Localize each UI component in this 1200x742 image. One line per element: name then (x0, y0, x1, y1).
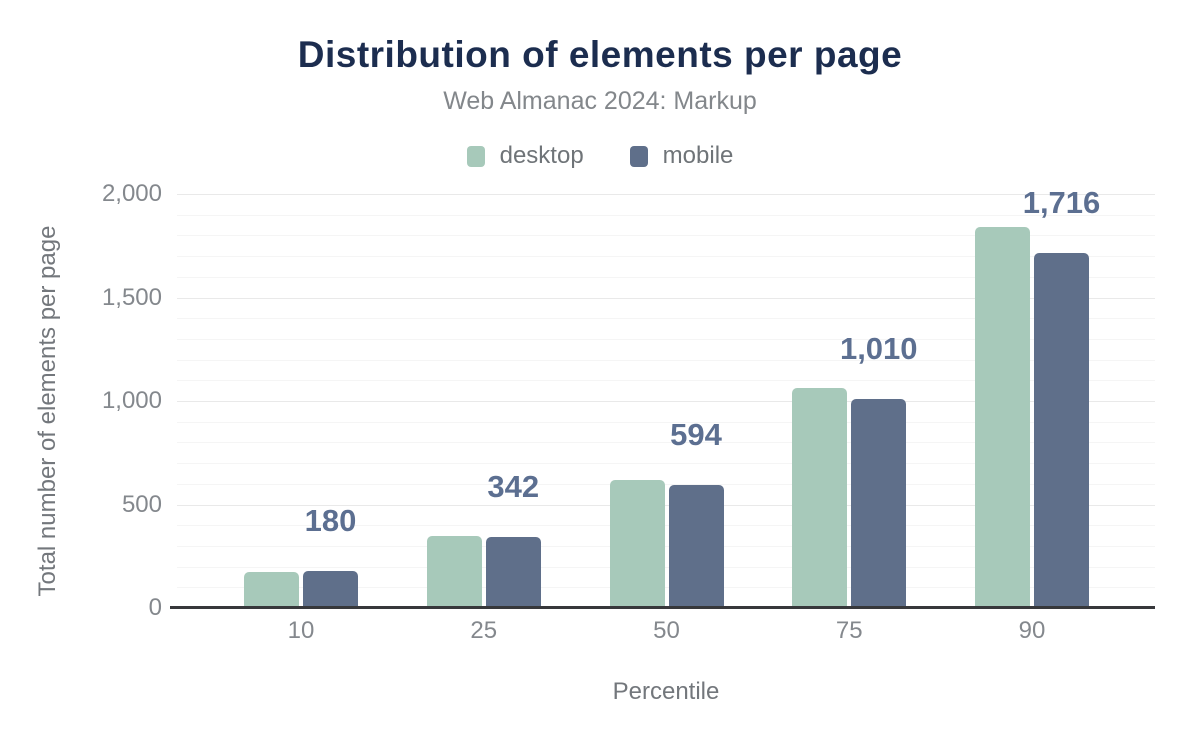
chart-title: Distribution of elements per page (297, 34, 903, 75)
legend-item-desktop: desktop (466, 142, 584, 170)
minor-gridline (177, 235, 1155, 237)
value-label: 342 (487, 469, 540, 505)
y-tick-label: 500 (121, 490, 162, 518)
bar-mobile-p90 (1034, 252, 1089, 608)
bar-desktop-p50 (609, 480, 665, 608)
y-tick-label: 1,500 (101, 283, 162, 311)
bar-desktop-p10 (244, 571, 299, 608)
legend-label-desktop: desktop (499, 142, 584, 169)
x-axis-line (170, 606, 1155, 609)
minor-gridline (177, 359, 1155, 361)
minor-gridline (177, 256, 1155, 258)
minor-gridline (177, 587, 1155, 589)
minor-gridline (177, 214, 1155, 216)
minor-gridline (177, 318, 1155, 320)
x-tick-label: 50 (653, 617, 680, 644)
legend-item-mobile: mobile (629, 142, 734, 170)
legend: desktop mobile (0, 142, 1200, 170)
minor-gridline (177, 421, 1155, 423)
minor-gridline (177, 483, 1155, 485)
x-axis-title: Percentile (612, 678, 720, 705)
x-tick-label: 25 (470, 617, 498, 644)
value-label: 1,010 (839, 330, 918, 366)
bar-desktop-p75 (792, 387, 848, 608)
major-gridline (177, 504, 1155, 506)
minor-gridline (177, 276, 1155, 278)
minor-gridline (177, 380, 1155, 382)
bar-mobile-p50 (668, 485, 724, 608)
major-gridline (177, 297, 1155, 299)
y-tick-label: 0 (148, 594, 162, 621)
minor-gridline (177, 545, 1155, 547)
minor-gridline (177, 566, 1155, 568)
chart-subtitle: Web Almanac 2024: Markup (443, 87, 757, 115)
legend-swatch-mobile-icon (629, 145, 648, 167)
value-label: 180 (304, 502, 357, 538)
major-gridline (177, 401, 1155, 402)
bar-mobile-p25 (485, 537, 541, 608)
bar-mobile-p10 (303, 570, 358, 608)
x-tick-label: 10 (287, 617, 315, 644)
y-tick-label: 1,000 (101, 387, 162, 414)
minor-gridline (177, 525, 1155, 527)
minor-gridline (177, 442, 1155, 444)
minor-gridline (177, 463, 1155, 465)
x-tick-label: 90 (1018, 617, 1046, 644)
major-gridline (177, 194, 1155, 195)
value-label: 1,716 (1022, 184, 1101, 220)
bar-desktop-p90 (975, 227, 1030, 608)
y-tick-label: 2,000 (101, 180, 162, 207)
bar-mobile-p75 (851, 398, 907, 608)
x-tick-label: 75 (835, 617, 863, 644)
legend-label-mobile: mobile (662, 142, 734, 169)
legend-swatch-desktop-icon (466, 145, 485, 167)
plot-area (177, 194, 1155, 608)
value-label: 594 (670, 417, 722, 453)
bar-desktop-p25 (426, 535, 482, 608)
minor-gridline (177, 338, 1155, 340)
